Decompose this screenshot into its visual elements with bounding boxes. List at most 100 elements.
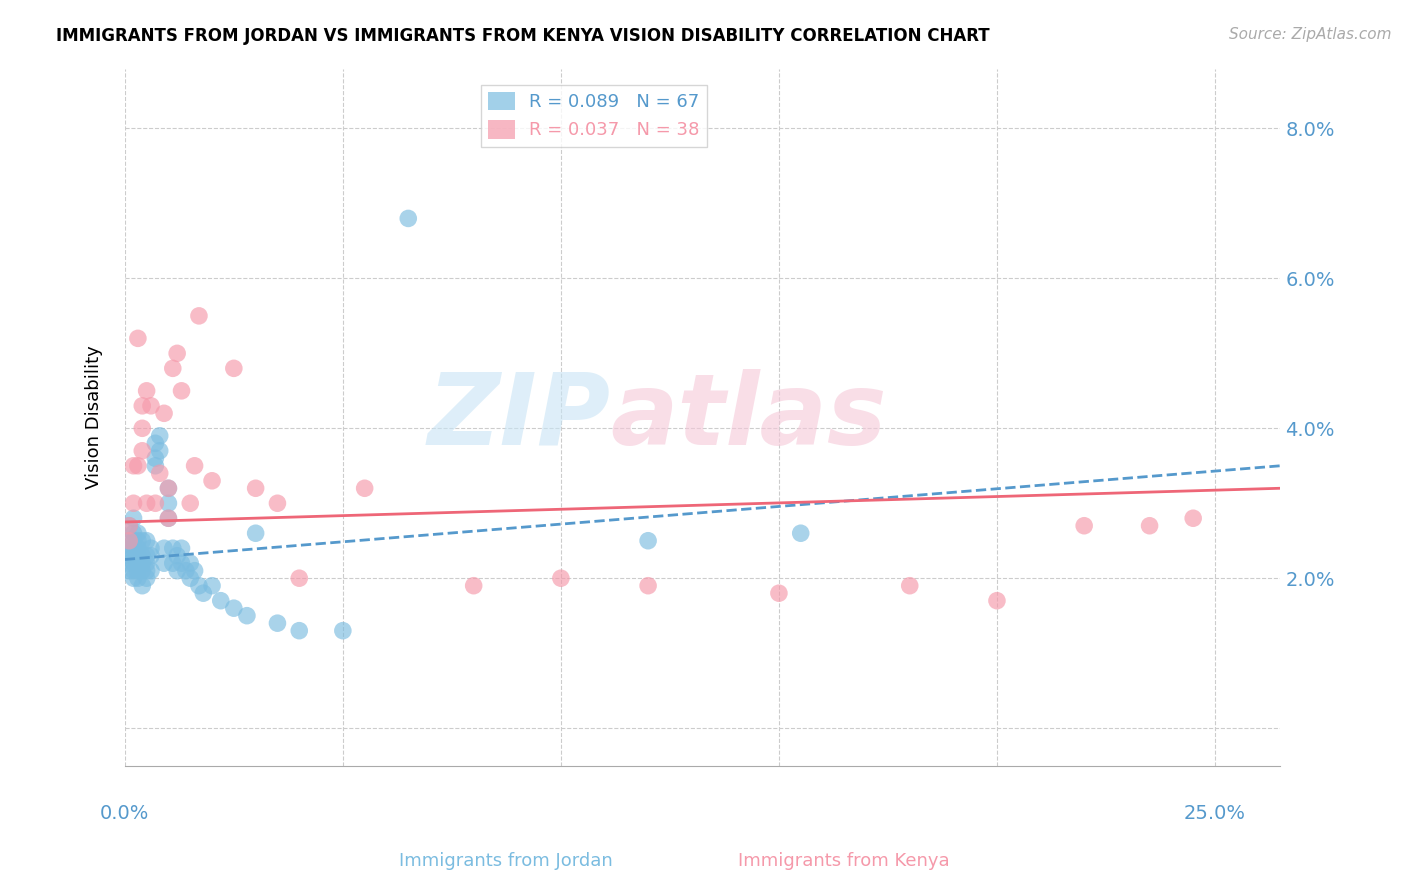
Point (157, 481, 180, 495)
Point (236, 608, 259, 623)
Point (170, 556, 193, 570)
Point (157, 511, 180, 525)
Point (637, 579, 659, 593)
Point (768, 586, 790, 600)
Point (131, 564, 153, 578)
Point (179, 496, 201, 510)
Point (135, 564, 157, 578)
Point (288, 624, 311, 638)
Point (118, 533, 141, 548)
Point (201, 474, 224, 488)
Text: Immigrants from Kenya: Immigrants from Kenya (738, 852, 949, 870)
Point (131, 421, 153, 435)
Point (118, 541, 141, 556)
Point (637, 533, 659, 548)
Point (790, 526, 813, 541)
Point (135, 496, 157, 510)
Point (193, 586, 215, 600)
Text: IMMIGRANTS FROM JORDAN VS IMMIGRANTS FROM KENYA VISION DISABILITY CORRELATION CH: IMMIGRANTS FROM JORDAN VS IMMIGRANTS FRO… (56, 27, 990, 45)
Point (157, 496, 180, 510)
Point (288, 571, 311, 585)
Point (166, 549, 188, 563)
Point (139, 541, 162, 556)
Point (1073, 518, 1095, 533)
Point (127, 331, 149, 345)
Point (1182, 511, 1205, 525)
Point (166, 346, 188, 360)
Point (135, 571, 157, 585)
Point (135, 556, 157, 570)
Point (122, 571, 145, 585)
Point (179, 556, 201, 570)
Point (118, 564, 141, 578)
Point (118, 518, 141, 533)
Legend: R = 0.089   N = 67, R = 0.037   N = 38: R = 0.089 N = 67, R = 0.037 N = 38 (481, 85, 707, 146)
Point (153, 556, 176, 570)
Point (170, 541, 193, 556)
Point (149, 467, 172, 481)
Point (170, 384, 193, 398)
Point (143, 496, 166, 510)
Text: atlas: atlas (610, 368, 887, 466)
Point (188, 579, 211, 593)
Point (143, 458, 166, 473)
Point (122, 496, 145, 510)
Point (135, 533, 157, 548)
Point (143, 436, 166, 450)
Point (201, 579, 224, 593)
Point (143, 451, 166, 466)
Point (131, 579, 153, 593)
Point (127, 526, 149, 541)
Point (162, 361, 184, 376)
Point (986, 593, 1008, 607)
Text: 0.0%: 0.0% (100, 805, 149, 823)
Text: Immigrants from Jordan: Immigrants from Jordan (399, 852, 613, 870)
Point (135, 384, 157, 398)
Point (266, 496, 288, 510)
Point (209, 593, 232, 607)
Point (139, 564, 162, 578)
Point (183, 564, 205, 578)
Text: ZIP: ZIP (427, 368, 610, 466)
Point (127, 458, 149, 473)
Point (332, 624, 354, 638)
Point (122, 533, 145, 548)
Point (139, 549, 162, 563)
Point (162, 556, 184, 570)
Point (149, 443, 172, 458)
Point (122, 556, 145, 570)
Point (122, 564, 145, 578)
Point (157, 511, 180, 525)
Point (153, 541, 176, 556)
Point (174, 564, 197, 578)
Point (898, 579, 921, 593)
Point (122, 526, 145, 541)
Point (222, 361, 245, 376)
Point (122, 458, 145, 473)
Point (157, 481, 180, 495)
Point (131, 556, 153, 570)
Point (1139, 518, 1161, 533)
Point (118, 533, 141, 548)
Point (153, 406, 176, 420)
Point (131, 533, 153, 548)
Point (118, 556, 141, 570)
Point (149, 429, 172, 443)
Point (188, 309, 211, 323)
Point (266, 616, 288, 631)
Point (131, 549, 153, 563)
Point (166, 564, 188, 578)
Point (353, 481, 375, 495)
Point (127, 571, 149, 585)
Point (127, 541, 149, 556)
Point (135, 549, 157, 563)
Point (127, 564, 149, 578)
Point (222, 601, 245, 615)
Point (118, 549, 141, 563)
Point (162, 541, 184, 556)
Point (183, 458, 205, 473)
Point (463, 579, 485, 593)
Point (122, 511, 145, 525)
Text: Source: ZipAtlas.com: Source: ZipAtlas.com (1229, 27, 1392, 42)
Y-axis label: Vision Disability: Vision Disability (86, 345, 103, 489)
